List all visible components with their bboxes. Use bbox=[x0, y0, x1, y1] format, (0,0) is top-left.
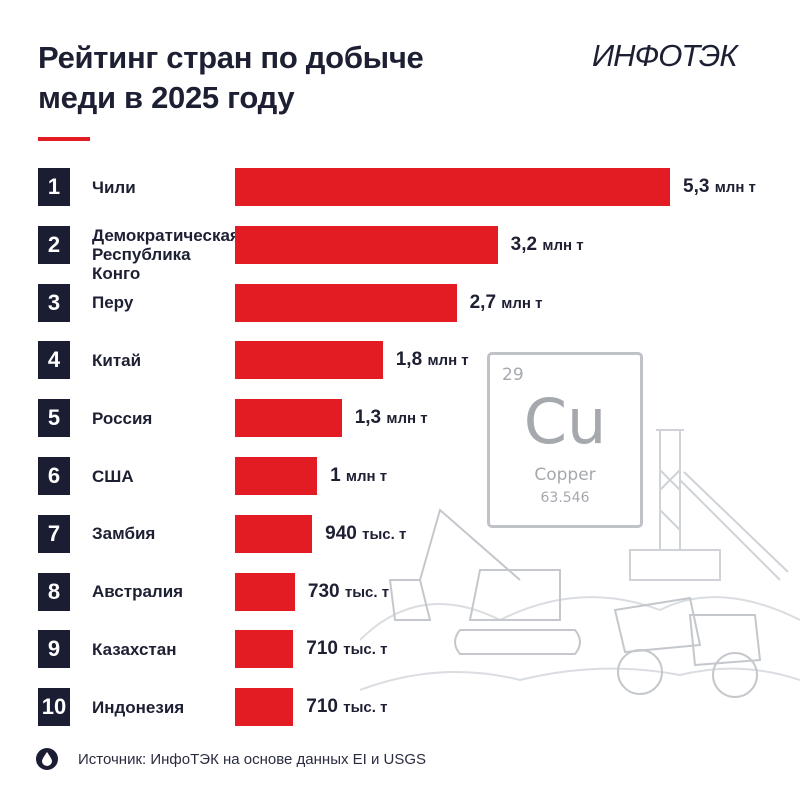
country-label: Замбия bbox=[92, 524, 232, 543]
value-number: 710 bbox=[306, 638, 344, 660]
value-unit: тыс. т bbox=[344, 583, 390, 601]
rank-badge: 5 bbox=[38, 399, 70, 438]
rank-badge: 1 bbox=[38, 168, 70, 206]
country-label: Казахстан bbox=[92, 640, 232, 659]
excavator-track bbox=[454, 629, 581, 655]
value-label: 730 тыс. т bbox=[308, 581, 389, 603]
value-label: 2,7 млн т bbox=[470, 292, 543, 314]
value-label: 3,2 млн т bbox=[511, 234, 584, 256]
value-number: 1,8 bbox=[395, 349, 428, 371]
value-unit: млн т bbox=[427, 352, 469, 370]
plant-base bbox=[629, 549, 721, 581]
excavator-cab bbox=[468, 569, 561, 621]
country-label: Китай bbox=[92, 351, 232, 370]
country-label: США bbox=[92, 467, 232, 486]
source-note: Источник: ИнфоТЭК на основе данных EI и … bbox=[36, 748, 426, 770]
brand-logo: ИНФОТЭК bbox=[592, 38, 738, 73]
bar bbox=[235, 514, 313, 553]
value-label: 940 тыс. т bbox=[325, 523, 406, 545]
value-label: 710 тыс. т bbox=[306, 696, 387, 718]
rank-badge: 9 bbox=[38, 630, 70, 669]
truck-wheel-front bbox=[712, 652, 758, 698]
title-line-1: Рейтинг стран по добыче bbox=[38, 40, 424, 75]
country-label: Демократическая Республика Конго bbox=[92, 225, 240, 283]
truck-cab bbox=[688, 614, 762, 667]
value-number: 3,2 bbox=[510, 233, 543, 255]
rank-badge: 3 bbox=[38, 283, 70, 322]
value-unit: тыс. т bbox=[343, 699, 388, 717]
country-label-line: Перу bbox=[92, 293, 134, 313]
title-accent-rule bbox=[38, 137, 90, 141]
country-label: Индонезия bbox=[92, 698, 232, 717]
rank-badge: 8 bbox=[38, 572, 70, 611]
element-atomic-mass: 63.546 bbox=[540, 490, 590, 506]
country-label: Чили bbox=[92, 178, 232, 197]
page-title: Рейтинг стран по добыче меди в 2025 году bbox=[38, 38, 478, 118]
rank-badge: 4 bbox=[38, 341, 70, 380]
country-label: Россия bbox=[92, 409, 232, 428]
conveyor-belt bbox=[679, 471, 789, 581]
country-label-line: Индонезия bbox=[92, 697, 185, 717]
copper-element-tile: 29 Cu Copper 63.546 bbox=[487, 352, 643, 528]
value-number: 2,7 bbox=[469, 291, 502, 313]
bar bbox=[235, 457, 318, 495]
country-label-line: Демократическая bbox=[92, 225, 240, 245]
source-text: Источник: ИнфоТЭК на основе данных EI и … bbox=[78, 750, 427, 768]
country-label-line: Чили bbox=[92, 177, 136, 197]
title-line-2: меди в 2025 году bbox=[38, 80, 295, 115]
country-label: Перу bbox=[92, 293, 232, 312]
country-label-line: Республика Конго bbox=[92, 244, 191, 283]
excavator-bucket bbox=[388, 579, 432, 621]
value-unit: млн т bbox=[542, 236, 584, 254]
bar bbox=[235, 572, 295, 611]
country-label-line: США bbox=[92, 466, 134, 486]
mining-illustration bbox=[360, 429, 800, 698]
element-symbol: Cu bbox=[523, 385, 607, 458]
rank-badge: 6 bbox=[38, 457, 70, 495]
country-label-line: Россия bbox=[92, 408, 153, 428]
value-label: 1 млн т bbox=[330, 465, 387, 487]
value-number: 1 bbox=[330, 465, 346, 486]
excavator-arm bbox=[419, 508, 521, 581]
value-number: 730 bbox=[307, 580, 345, 602]
value-unit: млн т bbox=[386, 410, 428, 428]
value-label: 1,8 млн т bbox=[396, 349, 469, 371]
value-number: 710 bbox=[306, 696, 344, 718]
truck-wheel-rear bbox=[617, 649, 663, 695]
value-unit: тыс. т bbox=[343, 641, 388, 659]
country-label-line: Австралия bbox=[92, 582, 184, 602]
country-label: Австралия bbox=[92, 582, 232, 601]
value-unit: млн т bbox=[345, 468, 388, 485]
bar bbox=[235, 225, 498, 264]
bar bbox=[235, 283, 457, 322]
value-label: 710 тыс. т bbox=[306, 638, 387, 660]
value-number: 5,3 bbox=[683, 176, 715, 197]
drop-icon bbox=[36, 748, 58, 770]
rank-badge: 7 bbox=[38, 514, 70, 553]
truck-bed bbox=[613, 596, 702, 654]
value-number: 940 bbox=[325, 522, 363, 544]
value-unit: тыс. т bbox=[362, 525, 407, 543]
plant-tower bbox=[656, 429, 684, 550]
bar bbox=[235, 630, 294, 669]
ore-pile-front bbox=[360, 667, 800, 691]
rank-badge: 2 bbox=[38, 225, 70, 264]
country-label-line: Китай bbox=[92, 350, 142, 370]
element-name: Copper bbox=[534, 465, 596, 485]
value-label: 1,3 млн т bbox=[355, 407, 428, 429]
value-unit: млн т bbox=[501, 294, 543, 312]
value-number: 1,3 bbox=[354, 407, 387, 429]
rank-badge: 10 bbox=[38, 688, 70, 727]
bar bbox=[235, 341, 383, 380]
bar bbox=[235, 688, 294, 727]
value-unit: млн т bbox=[714, 179, 756, 196]
value-label: 5,3 млн т bbox=[683, 176, 756, 198]
bar bbox=[235, 399, 342, 438]
bar bbox=[235, 168, 670, 206]
element-atomic-number: 29 bbox=[502, 365, 524, 385]
country-label-line: Замбия bbox=[92, 524, 156, 544]
country-label-line: Казахстан bbox=[92, 639, 177, 659]
